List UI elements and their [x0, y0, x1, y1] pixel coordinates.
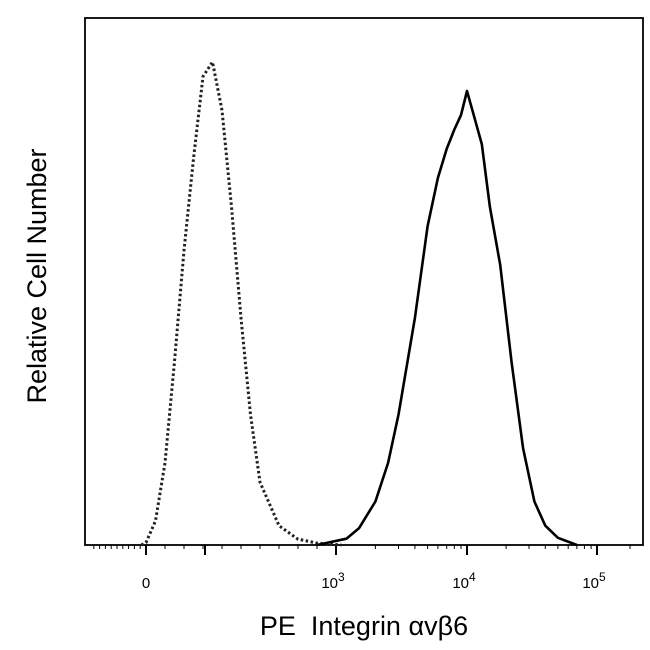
- x-axis-tick-labels: 0 103 104 105: [142, 570, 606, 592]
- histogram-series: [140, 60, 578, 547]
- control-histogram-line: [140, 60, 342, 547]
- plot-frame: [84, 17, 644, 546]
- x-tick-label: 104: [452, 570, 476, 592]
- stained-histogram-line: [316, 89, 578, 547]
- x-tick-label: 105: [582, 570, 606, 592]
- y-axis-title: Relative Cell Number: [22, 148, 52, 403]
- x-axis-ticks: [93, 545, 631, 555]
- x-tick-label: 0: [142, 575, 150, 592]
- x-axis-title: PE Integrin αvβ6: [260, 611, 468, 641]
- x-tick-label: 103: [321, 570, 345, 592]
